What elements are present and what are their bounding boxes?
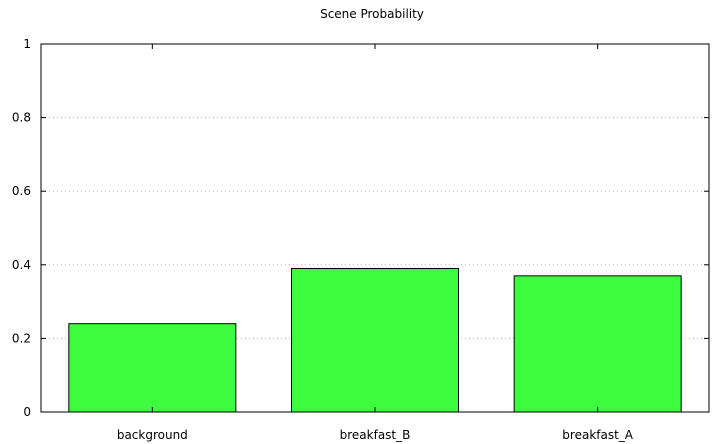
y-tick-label: 0.8 bbox=[12, 111, 31, 125]
y-tick-label: 0.6 bbox=[12, 184, 31, 198]
y-tick-label: 0.4 bbox=[12, 258, 31, 272]
y-tick-label: 1 bbox=[23, 37, 31, 51]
bar-breakfast_A bbox=[513, 275, 682, 413]
y-tick-label: 0 bbox=[23, 405, 31, 419]
bars bbox=[68, 267, 682, 413]
x-category-label: breakfast_B bbox=[340, 428, 411, 442]
bar-breakfast_B bbox=[291, 267, 459, 413]
y-axis-ticks: 0 0.2 0.4 0.6 0.8 1 bbox=[12, 37, 709, 419]
x-category-label: breakfast_A bbox=[562, 428, 634, 442]
x-category-label: background bbox=[117, 428, 188, 442]
x-axis-categories: background breakfast_B breakfast_A bbox=[117, 428, 634, 442]
chart-title: Scene Probability bbox=[320, 7, 424, 21]
y-tick-label: 0.2 bbox=[12, 331, 31, 345]
bar-background bbox=[68, 323, 237, 413]
